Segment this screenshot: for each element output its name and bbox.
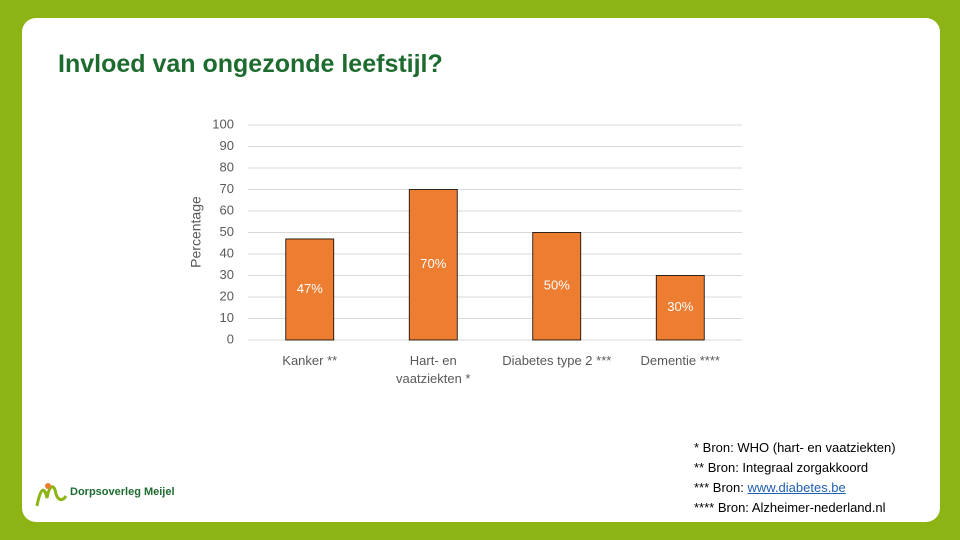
slide-title: Invloed van ongezonde leefstijl? (58, 50, 443, 78)
x-tick-label: Diabetes type 2 *** (502, 353, 612, 368)
y-tick-label: 60 (220, 202, 234, 217)
slide (22, 18, 940, 522)
footnote: * Bron: WHO (hart- en vaatziekten) (694, 438, 896, 458)
y-tick-label: 30 (220, 267, 234, 282)
y-tick-label: 0 (227, 331, 234, 346)
bar (408, 189, 458, 341)
data-label: 50% (544, 278, 570, 293)
x-tick-label: Kanker ** (282, 353, 338, 368)
data-label: 30% (667, 299, 693, 314)
bar (655, 275, 705, 341)
footnote: ** Bron: Integraal zorgakkoord (694, 458, 896, 478)
footnote-text: * Bron: WHO (hart- en vaatziekten) (694, 440, 896, 455)
logo-text: Dorpsoverleg Meijel (70, 486, 175, 498)
y-tick-label: 10 (220, 310, 234, 325)
footnote-text: *** Bron: (694, 480, 748, 495)
y-axis-label: Percentage (188, 196, 204, 268)
footnote-link[interactable]: www.diabetes.be (747, 480, 846, 495)
y-tick-label: 80 (220, 159, 234, 174)
y-tick-label: 90 (220, 138, 234, 153)
bar (532, 232, 582, 341)
y-tick-label: 70 (220, 181, 234, 196)
x-tick-label: Hart- en vaatziekten * (396, 353, 471, 386)
logo: Dorpsoverleg Meijel (34, 480, 175, 515)
data-label: 70% (420, 256, 446, 271)
y-tick-label: 50 (220, 224, 234, 239)
bar (285, 238, 335, 341)
logo-icon (35, 483, 68, 507)
footnote: **** Bron: Alzheimer-nederland.nl (694, 498, 896, 518)
y-tick-label: 40 (220, 245, 234, 260)
data-label: 47% (297, 281, 323, 296)
footnote: *** Bron: www.diabetes.be (694, 478, 896, 498)
y-tick-label: 20 (220, 288, 234, 303)
x-tick-label: Dementie **** (640, 353, 721, 368)
footnotes: * Bron: WHO (hart- en vaatziekten) ** Bro… (694, 438, 896, 518)
footnote-text: ** Bron: Integraal zorgakkoord (694, 460, 869, 475)
footnote-text: **** Bron: Alzheimer-nederland.nl (694, 500, 886, 515)
y-tick-label: 100 (212, 116, 234, 131)
